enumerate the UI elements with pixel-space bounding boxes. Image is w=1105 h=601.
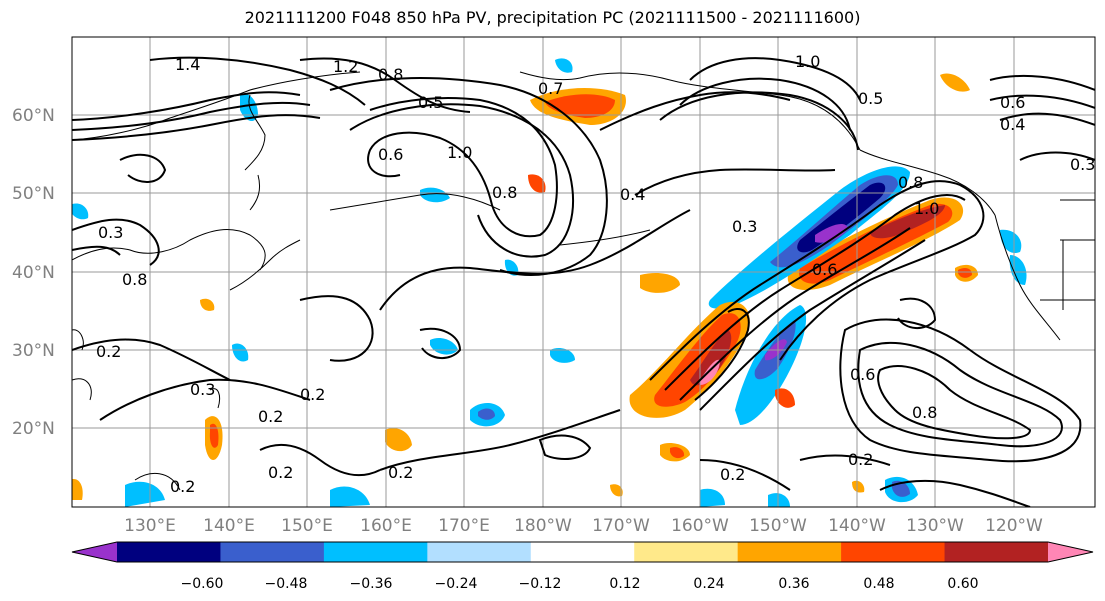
contour-label: 0.5 xyxy=(858,89,883,108)
pv-contours xyxy=(72,56,1095,507)
contour-label: 0.8 xyxy=(122,270,147,289)
lon-label: 160°W xyxy=(671,516,729,536)
colorbar-tick-label: −0.60 xyxy=(181,576,224,592)
colorbar-tick-label: 0.48 xyxy=(863,576,894,592)
contour-label: 0.6 xyxy=(378,145,403,164)
contour-label: 0.2 xyxy=(300,385,325,404)
map-title: 2021111200 F048 850 hPa PV, precipitatio… xyxy=(244,8,861,27)
colorbar-extend-max xyxy=(1048,542,1093,562)
colorbar-tick-label: −0.36 xyxy=(350,576,393,592)
colorbar-outline xyxy=(71,541,1094,563)
contour-label: 1.0 xyxy=(795,52,820,71)
lon-label: 120°W xyxy=(985,516,1043,536)
contour-label: 0.3 xyxy=(190,380,215,399)
colorbar-ticks: −0.60 −0.48 −0.36 −0.24 −0.12 0.12 0.24 … xyxy=(181,576,979,592)
contour-label: 0.2 xyxy=(720,465,745,484)
lon-label: 170°W xyxy=(592,516,650,536)
lat-label: 30°N xyxy=(12,341,55,361)
colorbar-segment xyxy=(427,542,532,562)
contour-label: 0.3 xyxy=(98,223,123,242)
lat-label: 60°N xyxy=(12,106,55,126)
lon-label: 180°W xyxy=(514,516,572,536)
contour-label: 0.4 xyxy=(1000,115,1025,134)
lon-label: 150°W xyxy=(749,516,807,536)
contour-label: 1.4 xyxy=(175,55,200,74)
contour-label: 0.2 xyxy=(848,450,873,469)
lat-label: 50°N xyxy=(12,184,55,204)
contour-label: 0.8 xyxy=(378,65,403,84)
colorbar-tick-label: −0.24 xyxy=(435,576,478,592)
contour-label: 0.3 xyxy=(1070,155,1095,174)
colorbar xyxy=(71,541,1094,563)
latitude-labels: 60°N 50°N 40°N 30°N 20°N xyxy=(12,106,55,439)
contour-label: 0.3 xyxy=(732,217,757,236)
precip-shading xyxy=(72,58,1027,507)
colorbar-tick-label: 0.24 xyxy=(693,576,724,592)
contour-label: 0.6 xyxy=(1000,93,1025,112)
contour-label: 0.2 xyxy=(170,477,195,496)
lon-label: 130°W xyxy=(906,516,964,536)
contour-label: 0.8 xyxy=(492,183,517,202)
lon-label: 140°W xyxy=(828,516,886,536)
coastlines xyxy=(72,71,1095,491)
colorbar-tick-label: 0.12 xyxy=(609,576,640,592)
colorbar-tick-label: −0.48 xyxy=(265,576,308,592)
contour-label: 0.5 xyxy=(418,93,443,112)
colorbar-segment xyxy=(530,542,635,562)
lon-label: 160°E xyxy=(360,516,412,536)
contour-label: 0.7 xyxy=(538,79,563,98)
colorbar-segment xyxy=(737,542,842,562)
colorbar-segment xyxy=(841,542,946,562)
contour-label: 1.2 xyxy=(333,57,358,76)
lat-label: 20°N xyxy=(12,419,55,439)
lon-label: 170°E xyxy=(438,516,490,536)
lon-label: 130°E xyxy=(124,516,176,536)
colorbar-segment xyxy=(220,542,325,562)
contour-label: 1.0 xyxy=(914,199,939,218)
map-border xyxy=(71,36,1096,508)
colorbar-tick-label: −0.12 xyxy=(519,576,562,592)
colorbar-segment xyxy=(944,542,1049,562)
colorbar-tick-label: 0.60 xyxy=(947,576,978,592)
contour-label: 0.6 xyxy=(850,365,875,384)
lat-label: 40°N xyxy=(12,263,55,283)
contour-label: 0.2 xyxy=(268,463,293,482)
colorbar-extend-min xyxy=(72,542,117,562)
colorbar-segment xyxy=(323,542,428,562)
contour-label: 1.0 xyxy=(447,143,472,162)
lon-label: 150°E xyxy=(281,516,333,536)
longitude-labels: 130°E 140°E 150°E 160°E 170°E 180°W 170°… xyxy=(124,516,1043,536)
contour-label: 0.2 xyxy=(96,342,121,361)
contour-label: 0.4 xyxy=(620,185,645,204)
contour-label: 0.8 xyxy=(912,403,937,422)
contour-label: 0.2 xyxy=(388,463,413,482)
colorbar-segment xyxy=(634,542,739,562)
colorbar-segment xyxy=(117,542,221,562)
contour-label: 0.6 xyxy=(812,260,837,279)
contour-label: 0.2 xyxy=(258,407,283,426)
colorbar-tick-label: 0.36 xyxy=(778,576,809,592)
contour-labels: 1.4 1.2 0.8 0.7 0.5 1.0 0.5 1.0 0.8 0.4 … xyxy=(96,52,1095,496)
contour-label: 0.8 xyxy=(898,173,923,192)
lon-label: 140°E xyxy=(203,516,255,536)
